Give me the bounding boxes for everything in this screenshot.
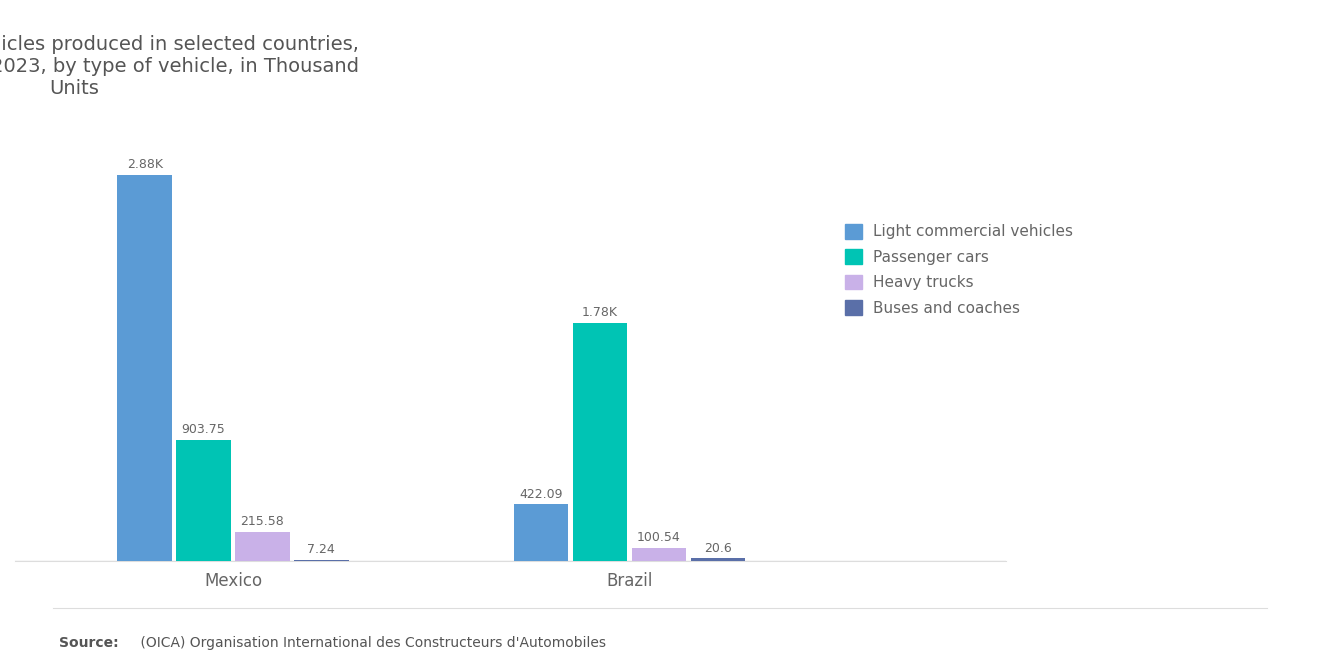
Bar [573, 323, 627, 561]
Text: 903.75: 903.75 [182, 423, 226, 436]
Legend: Light commercial vehicles, Passenger cars, Heavy trucks, Buses and coaches: Light commercial vehicles, Passenger car… [845, 224, 1073, 316]
Text: (OICA) Organisation International des Constructeurs d'Automobiles: (OICA) Organisation International des Co… [136, 636, 606, 650]
Text: 1.78K: 1.78K [582, 306, 618, 319]
Text: 100.54: 100.54 [638, 531, 681, 544]
Bar [235, 532, 290, 561]
Text: 422.09: 422.09 [520, 487, 562, 501]
Bar [632, 547, 686, 561]
Text: 215.58: 215.58 [240, 515, 284, 529]
Bar [690, 559, 744, 561]
Text: 2.88K: 2.88K [127, 158, 162, 172]
Bar [117, 175, 172, 561]
Text: Number of motor vehicles produced in selected countries,
Brazil and Mexico in 20: Number of motor vehicles produced in sel… [0, 35, 359, 98]
Bar [177, 440, 231, 561]
Text: Source:: Source: [59, 636, 119, 650]
Text: 7.24: 7.24 [308, 543, 335, 557]
Bar [513, 505, 569, 561]
Bar [294, 560, 348, 561]
Text: 20.6: 20.6 [704, 541, 731, 555]
